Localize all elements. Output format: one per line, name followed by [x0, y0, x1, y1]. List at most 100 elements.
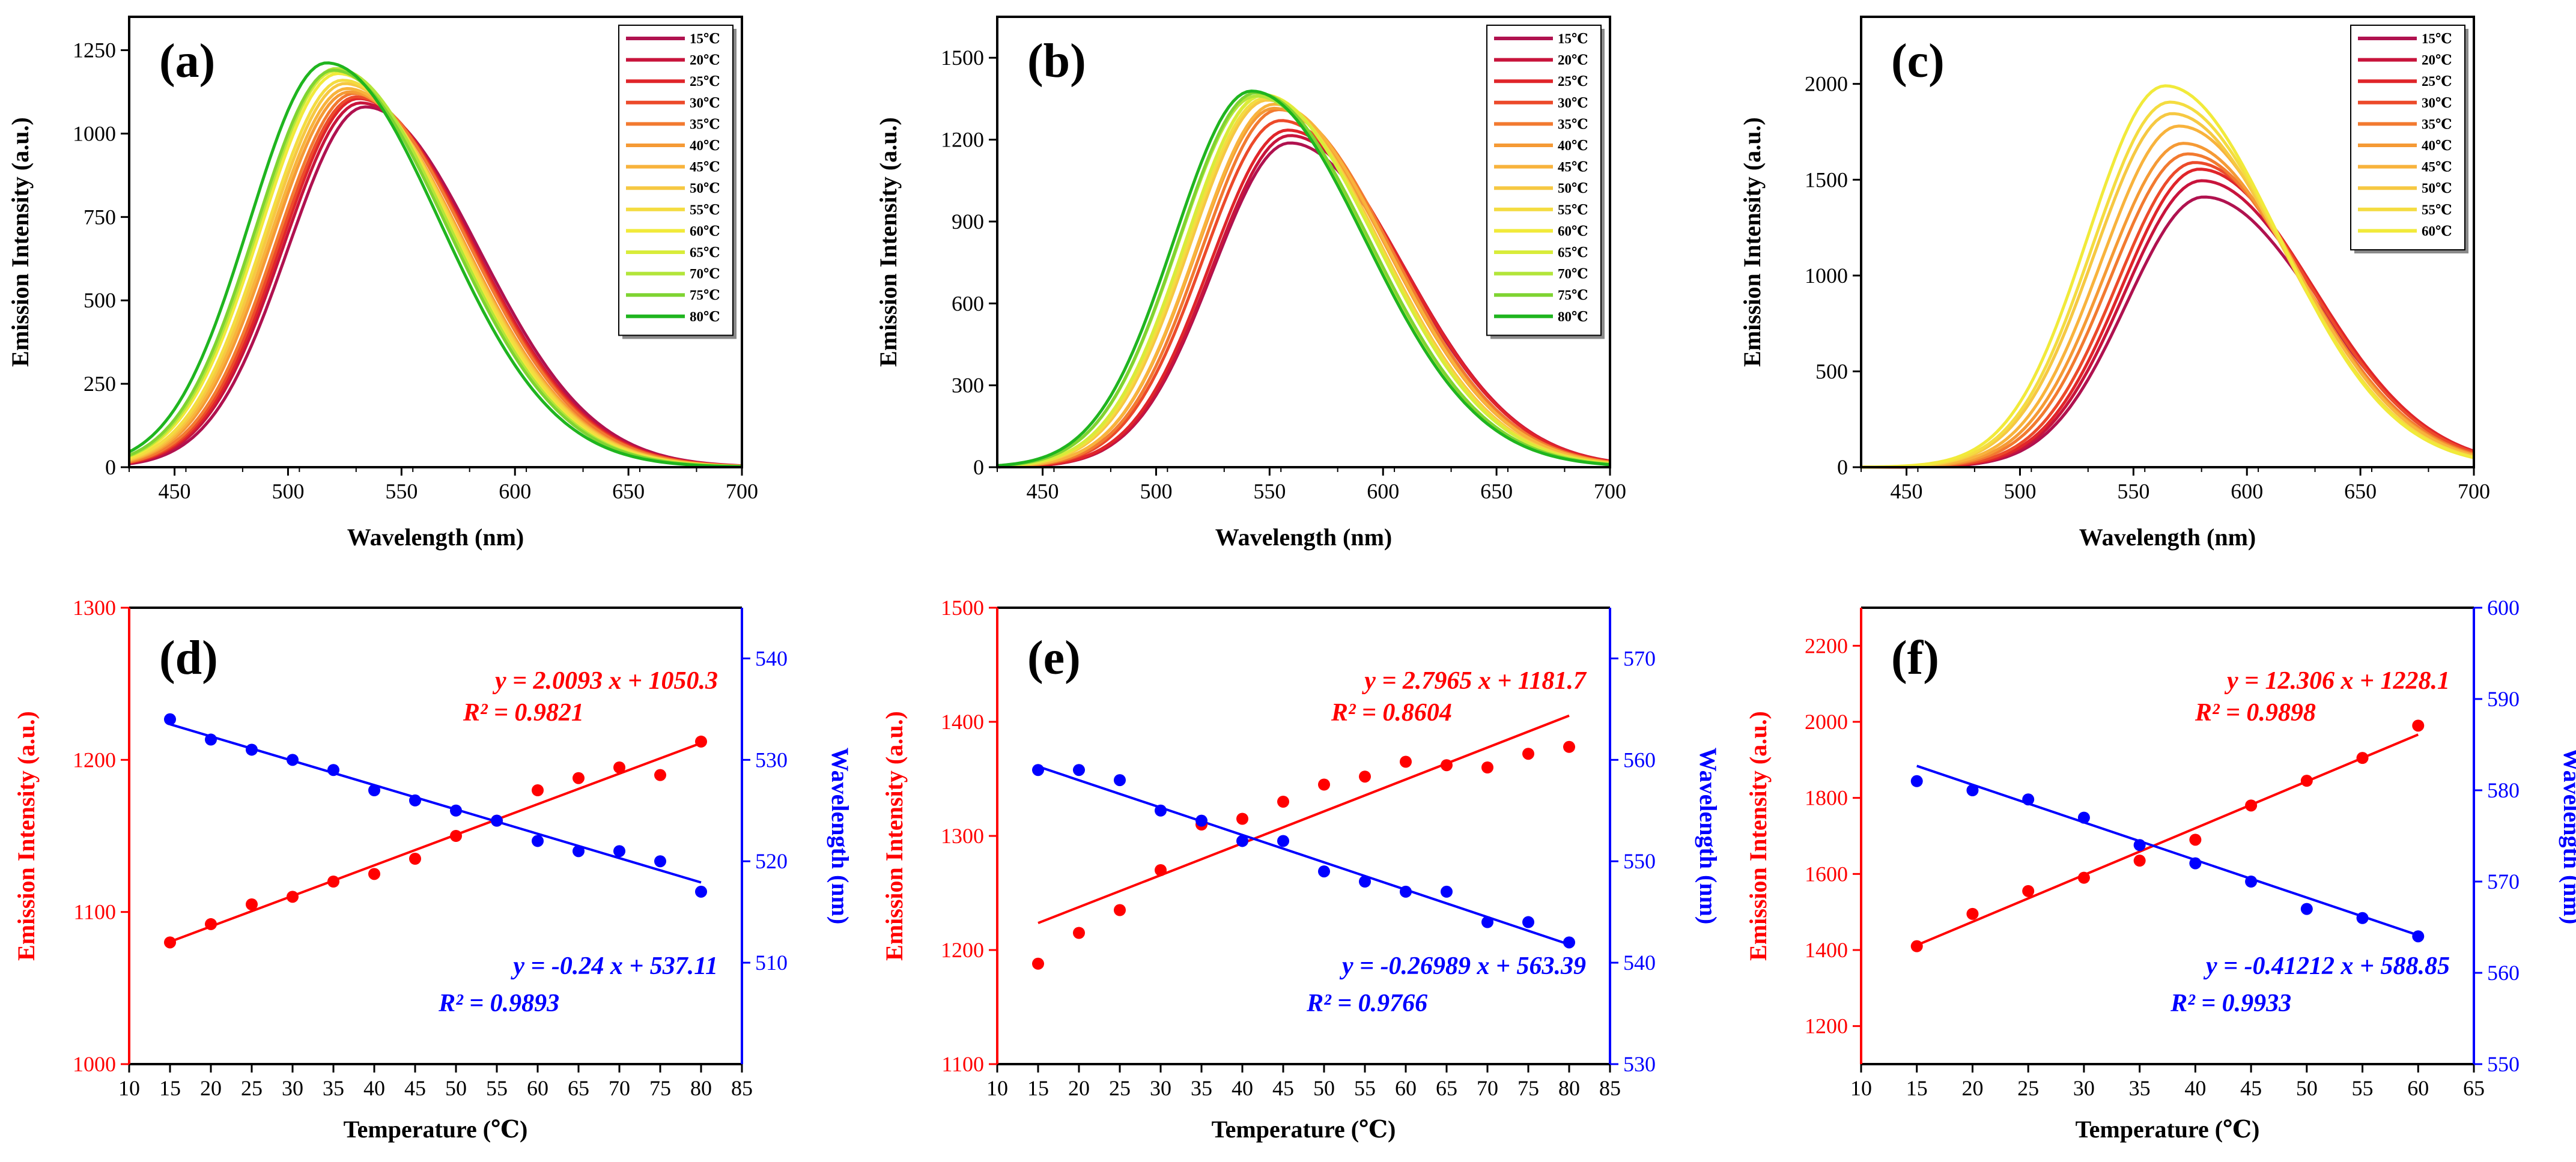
- y-tick-label: 500: [1815, 359, 1848, 383]
- legend-label: 65℃: [1558, 245, 1588, 260]
- y-tick-label: 1250: [73, 38, 116, 62]
- x-tick-label: 50: [445, 1076, 467, 1100]
- legend-label: 35℃: [690, 117, 720, 132]
- x-tick-label: 500: [2003, 479, 2036, 503]
- intensity-point: [287, 891, 299, 903]
- wavelength-point: [2245, 876, 2258, 888]
- intensity-point: [1032, 957, 1044, 970]
- series-line-2: [997, 129, 1611, 468]
- right-y-tick-label: 560: [1623, 748, 1656, 772]
- wavelength-point: [1400, 885, 1412, 898]
- wavelength-point: [1481, 916, 1493, 928]
- intensity-point: [327, 876, 339, 888]
- wavelength-fit-line: [1037, 765, 1570, 946]
- left-y-axis-title: Emission Intensity (a.u.): [13, 711, 40, 961]
- x-axis-title: Temperature (℃): [2076, 1116, 2260, 1143]
- intensity-point: [1522, 748, 1534, 760]
- right-y-tick-label: 530: [1623, 1052, 1656, 1076]
- panel-label: (a): [159, 35, 215, 88]
- intensity-point: [450, 830, 462, 842]
- intensity-point: [164, 936, 176, 949]
- x-tick-label: 650: [2344, 479, 2377, 503]
- wavelength-point: [327, 764, 339, 776]
- spectrum-panel-1: 450 500 550 600 650 700 0 300 600 900 1200 1500 Wave…: [875, 16, 1626, 551]
- y-tick-label: 500: [84, 288, 116, 312]
- wavelength-point: [246, 743, 258, 756]
- legend-label: 35℃: [1558, 117, 1588, 132]
- x-axis-title: Wavelength (nm): [347, 524, 524, 551]
- x-tick-label: 65: [2463, 1076, 2485, 1100]
- wavelength-point: [1563, 936, 1575, 949]
- left-y-tick-label: 1100: [941, 1052, 984, 1076]
- x-tick-label: 75: [1517, 1076, 1539, 1100]
- legend-box: [618, 25, 734, 336]
- fit-panel-0: 10 15 20 25 30 35 40 45 50 55 60 65 70 75 80 85 1000 1100…: [13, 596, 854, 1143]
- y-tick-label: 0: [105, 455, 116, 479]
- x-tick-label: 20: [1961, 1076, 1983, 1100]
- x-tick-label: 550: [385, 479, 418, 503]
- wavelength-point: [532, 835, 544, 847]
- right-y-axis-title: Wavelength (nm): [827, 748, 854, 924]
- intensity-point: [1481, 761, 1493, 773]
- legend-label: 40℃: [1558, 138, 1588, 153]
- left-y-tick-label: 1200: [1805, 1014, 1848, 1038]
- legend-label: 15℃: [1558, 31, 1588, 46]
- panel-label: (d): [159, 632, 218, 685]
- x-tick-label: 10: [118, 1076, 140, 1100]
- intensity-point: [573, 772, 585, 784]
- right-y-tick-label: 590: [2487, 687, 2520, 711]
- intensity-fit-line: [1916, 733, 2419, 946]
- intensity-point: [2133, 855, 2146, 867]
- y-tick-label: 1000: [1805, 264, 1848, 288]
- y-axis-title: Emission Intensity (a.u.): [875, 117, 902, 367]
- wavelength-point: [2189, 857, 2202, 870]
- x-tick-label: 550: [1253, 479, 1286, 503]
- x-tick-label: 15: [159, 1076, 181, 1100]
- wavelength-point: [1195, 814, 1208, 827]
- intensity-point: [205, 918, 217, 930]
- legend-label: 30℃: [690, 95, 720, 110]
- left-y-tick-label: 1200: [941, 938, 984, 962]
- series-line-13: [997, 89, 1611, 467]
- legend-label: 20℃: [1558, 53, 1588, 68]
- wavelength-point: [1277, 835, 1289, 847]
- x-tick-label: 10: [986, 1076, 1008, 1100]
- x-tick-label: 50: [2296, 1076, 2318, 1100]
- series-line-0: [129, 105, 743, 468]
- intensity-fit-line: [1037, 714, 1570, 924]
- x-tick-label: 15: [1906, 1076, 1928, 1100]
- wavelength-fit-line: [1916, 764, 2419, 937]
- intensity-point: [1359, 770, 1371, 783]
- panel-label: (f): [1891, 632, 1939, 685]
- right-y-tick-label: 520: [755, 849, 788, 873]
- wavelength-point: [164, 713, 176, 725]
- x-tick-label: 45: [404, 1076, 426, 1100]
- y-tick-label: 900: [952, 210, 984, 234]
- x-tick-label: 65: [1436, 1076, 1457, 1100]
- intensity-point: [1277, 796, 1289, 808]
- intensity-point: [2300, 775, 2313, 787]
- wavelength-point: [1966, 784, 1979, 796]
- right-y-tick-label: 540: [755, 646, 788, 670]
- intensity-point: [654, 769, 666, 781]
- series-line-6: [1861, 124, 2474, 469]
- legend-box: [2350, 25, 2465, 250]
- fit-panel-2: 10 15 20 25 30 35 40 45 50 55 60 65 1200 1400 1600 1800…: [1745, 596, 2576, 1143]
- legend-label: 45℃: [1558, 160, 1588, 175]
- wavelength-point: [450, 804, 462, 817]
- right-y-tick-label: 530: [755, 748, 788, 772]
- left-y-tick-label: 1400: [941, 710, 984, 734]
- y-tick-label: 1000: [73, 121, 116, 145]
- wavelength-point: [1114, 774, 1126, 787]
- legend-label: 30℃: [2422, 95, 2452, 110]
- legend-label: 55℃: [1558, 202, 1588, 217]
- x-tick-label: 25: [1109, 1076, 1131, 1100]
- x-tick-label: 55: [486, 1076, 508, 1100]
- right-y-tick-label: 560: [2487, 961, 2520, 985]
- legend-label: 45℃: [2422, 160, 2452, 175]
- right-y-tick-label: 600: [2487, 596, 2520, 620]
- intensity-fit-r2: R² = 0.9821: [463, 699, 584, 727]
- right-y-axis-title: Wavelength (nm): [2559, 748, 2576, 924]
- y-axis-title: Emission Intensity (a.u.): [7, 117, 34, 367]
- legend-label: 60℃: [1558, 223, 1588, 238]
